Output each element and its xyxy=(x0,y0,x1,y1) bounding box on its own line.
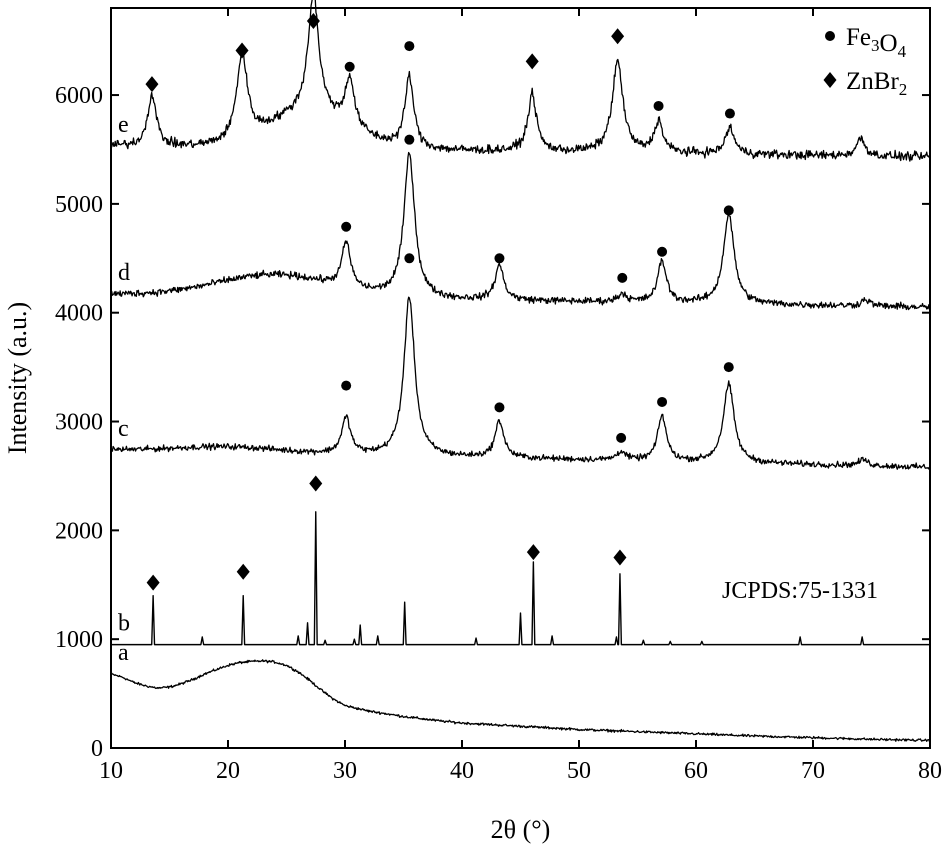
series-line-c xyxy=(110,296,931,470)
series-label-e: e xyxy=(118,112,129,138)
legend-circle-marker xyxy=(825,31,835,41)
x-tick-label: 10 xyxy=(99,758,123,784)
znbr2-peak-marker xyxy=(526,544,540,561)
fe3o4-peak-marker xyxy=(494,402,505,413)
x-tick-label: 70 xyxy=(801,758,825,784)
plot-border xyxy=(110,7,931,749)
series-line-a xyxy=(110,659,931,742)
series-label-d: d xyxy=(118,260,130,286)
x-tick-label: 60 xyxy=(684,758,708,784)
fe3o4-peak-marker xyxy=(617,272,628,283)
fe3o4-peak-marker xyxy=(404,253,415,264)
y-tick-label: 1000 xyxy=(55,627,103,653)
fe3o4-peak-marker xyxy=(657,246,668,257)
fe3o4-peak-marker xyxy=(653,100,664,111)
series-line-e xyxy=(110,0,930,162)
series-line-d xyxy=(110,151,930,311)
fe3o4-peak-marker xyxy=(657,396,668,407)
znbr2-peak-marker xyxy=(146,574,160,591)
znbr2-peak-marker xyxy=(236,563,250,580)
x-tick-label: 50 xyxy=(567,758,591,784)
fe3o4-peak-marker xyxy=(724,108,735,119)
y-tick-label: 0 xyxy=(91,736,103,762)
legend-diamond-marker xyxy=(823,72,837,88)
series-line-b xyxy=(111,511,930,646)
plot-frame xyxy=(110,7,931,749)
fe3o4-peak-marker xyxy=(723,362,734,373)
tick-labels: 10 20 30 40 50 60 70 80 0 1000 2000 3000 4000 5000 600… xyxy=(55,8,942,784)
znbr2-peak-marker xyxy=(235,42,249,59)
y-tick-label: 4000 xyxy=(55,301,103,327)
x-tick-label: 40 xyxy=(450,758,474,784)
fe3o4-peak-marker xyxy=(341,380,352,391)
fe3o4-peak-marker xyxy=(344,61,355,72)
y-tick-label: 6000 xyxy=(55,83,103,109)
fe3o4-peak-marker xyxy=(404,134,415,145)
fe3o4-peak-marker xyxy=(494,253,505,264)
x-axis-label: 2θ (°) xyxy=(491,815,551,844)
znbr2-peak-marker xyxy=(613,549,627,566)
series-group: ab c d e xyxy=(110,0,931,742)
x-tick-label: 80 xyxy=(918,758,942,784)
znbr2-peak-marker xyxy=(306,13,320,30)
fe3o4-peak-marker xyxy=(616,432,627,443)
znbr2-peak-marker xyxy=(309,475,323,492)
series-label-a: a xyxy=(118,640,129,666)
legend-label-circle: Fe3O4 xyxy=(846,24,907,61)
peak-markers xyxy=(145,13,735,591)
znbr2-peak-marker xyxy=(611,28,625,45)
jcpds-annotation: JCPDS:75-1331 xyxy=(722,578,878,604)
series-label-b: b xyxy=(118,611,130,637)
znbr2-peak-marker xyxy=(145,76,159,93)
x-tick-label: 30 xyxy=(333,758,357,784)
y-axis-label: Intensity (a.u.) xyxy=(3,302,32,454)
x-tick-label: 20 xyxy=(216,758,240,784)
legend-label-diamond: ZnBr2 xyxy=(846,68,907,99)
fe3o4-peak-marker xyxy=(341,221,352,232)
y-tick-label: 2000 xyxy=(55,518,103,544)
znbr2-peak-marker xyxy=(525,53,539,70)
fe3o4-peak-marker xyxy=(723,205,734,216)
y-tick-label: 5000 xyxy=(55,192,103,218)
y-tick-label: 3000 xyxy=(55,410,103,436)
legend: Fe3O4 ZnBr2 xyxy=(823,24,907,99)
fe3o4-peak-marker xyxy=(404,41,415,52)
series-label-c: c xyxy=(118,416,129,442)
